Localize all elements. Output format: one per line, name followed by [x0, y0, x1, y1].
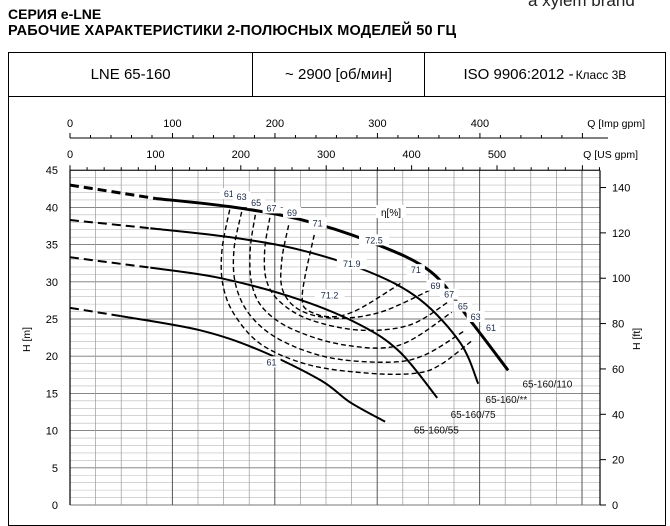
- efficiency-label: 65: [458, 302, 468, 312]
- efficiency-label: 63: [471, 312, 481, 322]
- label-bg: [247, 197, 266, 209]
- efficiency-label: 67: [267, 203, 277, 213]
- efficiency-label: 72.5: [365, 235, 383, 245]
- curve-label: 65-160/55: [414, 426, 459, 437]
- efficiency-label: 67: [444, 290, 454, 300]
- y-tick-label: 35: [46, 240, 58, 252]
- imp-tick-label: 200: [266, 118, 284, 130]
- ft-tick-label: 40: [612, 409, 624, 421]
- standard-label: ISO 9906:2012 -: [463, 66, 574, 83]
- efficiency-curve-65: [249, 214, 453, 349]
- y-tick-label: 40: [46, 202, 58, 214]
- efficiency-label: 61: [486, 323, 496, 333]
- us-tick-label: 300: [317, 149, 335, 161]
- efficiency-label: 71.9: [343, 259, 361, 269]
- label-bg: [482, 322, 501, 334]
- efficiency-curve-69: [280, 225, 431, 320]
- y-axis-label: H [m]: [21, 327, 33, 352]
- class-label: Класс 3B: [575, 67, 627, 82]
- hq-curve-dashed: [69, 183, 156, 200]
- curve-label: 65-160/75: [451, 410, 496, 421]
- efficiency-label: 61: [267, 357, 277, 367]
- imp-tick-label: 0: [67, 118, 73, 130]
- hq-curve: [150, 266, 438, 399]
- standard-cell: ISO 9906:2012 - Класс 3B: [425, 53, 665, 96]
- curve-label: 65-160/110: [522, 379, 572, 390]
- imp-tick-label: 300: [368, 118, 386, 130]
- imp-tick-label: 400: [471, 118, 489, 130]
- efficiency-curve-63: [232, 211, 466, 363]
- label-bg: [466, 311, 485, 322]
- label-bg: [262, 356, 281, 368]
- y-tick-label: 45: [46, 165, 58, 177]
- ft-tick-label: 80: [612, 319, 624, 331]
- label-bg: [336, 258, 367, 270]
- eta-label: η[%]: [381, 208, 401, 219]
- hq-curve: [155, 196, 510, 372]
- us-tick-label: 400: [402, 149, 420, 161]
- speed-label: ~ 2900 [об/мин]: [285, 66, 392, 83]
- efficiency-label: 63: [237, 192, 247, 202]
- y-tick-label: 10: [46, 426, 58, 438]
- hq-curve-dashed: [69, 306, 121, 318]
- imp-tick-label: 100: [163, 118, 181, 130]
- efficiency-label: 65: [251, 198, 261, 208]
- ft-tick-label: 100: [612, 273, 630, 285]
- y-tick-label: 30: [46, 277, 58, 289]
- curve-label: 65-160/**: [486, 395, 528, 406]
- label-bg: [308, 217, 327, 229]
- efficiency-label: 71.2: [321, 290, 339, 300]
- efficiency-label: 69: [287, 208, 297, 218]
- efficiency-curve-61: [220, 209, 474, 376]
- label-bg: [283, 206, 302, 218]
- y-tick-label: 25: [46, 314, 58, 326]
- page-title: РАБОЧИЕ ХАРАКТЕРИСТИКИ 2-ПОЛЮСНЫХ МОДЕЛЕ…: [8, 23, 457, 39]
- series-title: СЕРИЯ e-LNE: [8, 6, 102, 22]
- hq-curve: [150, 227, 480, 385]
- label-bg: [232, 191, 251, 203]
- us-tick-label: 0: [67, 149, 73, 161]
- label-bg: [262, 202, 281, 214]
- imp-axis-label: Q [Imp gpm]: [587, 118, 645, 130]
- efficiency-label: 71: [411, 265, 421, 275]
- speed-cell: ~ 2900 [об/мин]: [253, 53, 425, 96]
- efficiency-curve-67: [263, 217, 449, 332]
- y-axis-right-label: H [ft]: [631, 328, 643, 350]
- efficiency-curve-71: [301, 234, 404, 318]
- ft-tick-label: 120: [612, 228, 630, 240]
- y-tick-label: 20: [46, 351, 58, 363]
- efficiency-label: 61: [224, 189, 234, 199]
- ft-tick-label: 140: [612, 183, 630, 195]
- label-bg: [314, 289, 345, 301]
- hq-curve-dashed: [69, 256, 151, 269]
- us-tick-label: 100: [146, 149, 164, 161]
- y-tick-label: 0: [52, 500, 58, 512]
- y-tick-label: 5: [52, 463, 58, 475]
- hq-curve-dashed: [69, 219, 151, 230]
- label-bg: [453, 300, 472, 312]
- ft-tick-label: 60: [612, 364, 624, 376]
- label-bg: [440, 288, 459, 300]
- hq-curve: [120, 315, 386, 423]
- ft-tick-label: 20: [612, 455, 624, 467]
- label-bg: [406, 264, 425, 276]
- model-cell: LNE 65-160: [9, 53, 254, 96]
- efficiency-label: 69: [431, 281, 441, 291]
- us-tick-label: 500: [488, 149, 506, 161]
- label-bg: [219, 188, 238, 200]
- y-tick-label: 15: [46, 388, 58, 400]
- label-bg: [359, 234, 390, 246]
- label-bg: [376, 205, 406, 218]
- brand-logo: a xylem brand: [528, 0, 635, 10]
- model-label: LNE 65-160: [90, 66, 171, 83]
- ft-tick-label: 0: [612, 500, 618, 512]
- efficiency-label: 71: [313, 218, 323, 228]
- us-axis-label: Q [US gpm]: [583, 149, 638, 161]
- us-tick-label: 200: [232, 149, 250, 161]
- performance-chart: 0 100 200 300 400 Q [Imp gpm]0 100 200 300 400 500…: [21, 118, 645, 512]
- label-bg: [426, 279, 445, 291]
